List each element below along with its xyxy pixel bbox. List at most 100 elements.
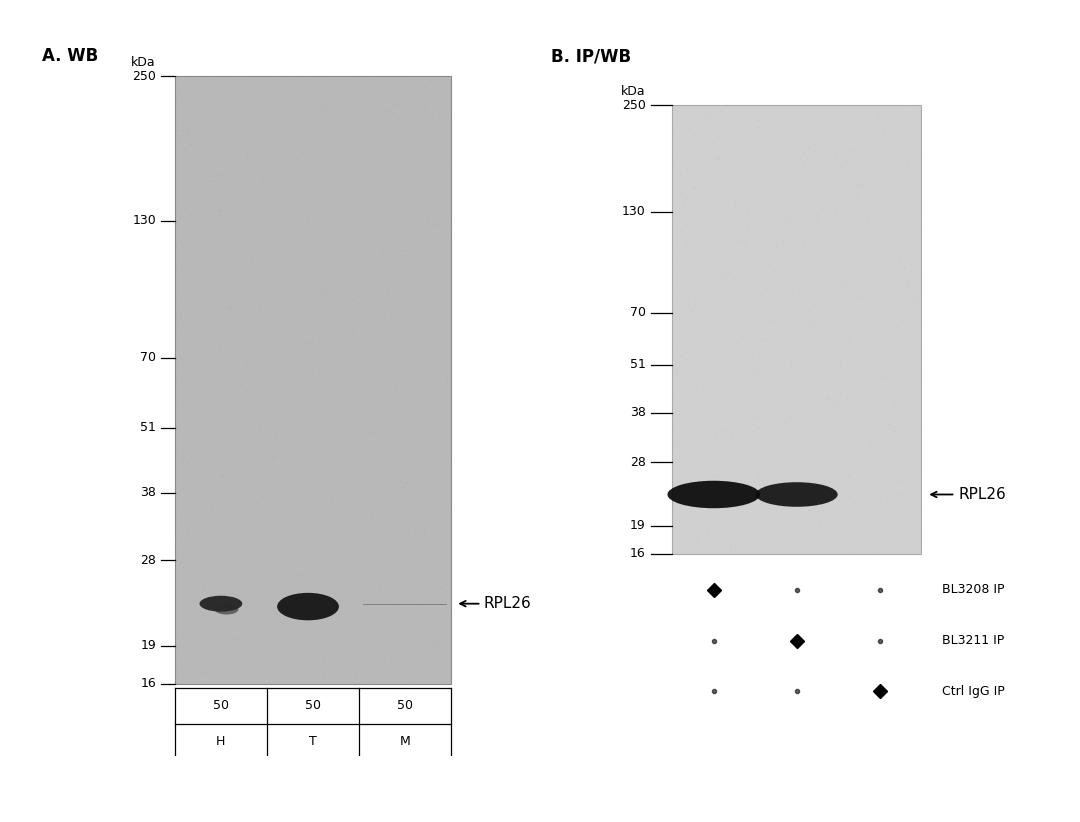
Point	[176, 618, 193, 631]
Point	[832, 217, 849, 230]
Point	[221, 230, 239, 243]
Point	[376, 492, 393, 506]
Point	[188, 145, 205, 158]
Point	[233, 341, 251, 354]
Point	[359, 81, 376, 95]
Point	[832, 160, 849, 173]
Point	[340, 464, 357, 477]
Point	[369, 141, 387, 155]
Point	[883, 164, 901, 177]
Point	[431, 207, 448, 220]
Point	[730, 395, 747, 409]
Point	[292, 401, 309, 414]
Point	[843, 459, 861, 473]
Point	[797, 357, 814, 370]
Point	[269, 590, 286, 603]
Point	[188, 479, 205, 492]
Point	[824, 254, 841, 267]
Point	[739, 347, 756, 360]
Point	[298, 532, 315, 545]
Point	[400, 396, 417, 409]
Point	[189, 658, 206, 672]
Point	[806, 299, 823, 312]
Point	[300, 163, 318, 176]
Point	[369, 641, 387, 654]
Point	[816, 321, 834, 334]
Point	[907, 320, 924, 333]
Point	[312, 408, 329, 421]
Point	[361, 262, 378, 275]
Point	[743, 339, 760, 353]
Point	[324, 476, 341, 489]
Point	[702, 404, 719, 418]
Point	[203, 89, 220, 102]
Point	[314, 390, 332, 403]
Point	[217, 524, 234, 537]
Point	[904, 417, 921, 430]
Point	[757, 125, 774, 138]
Point	[825, 224, 842, 238]
Point	[421, 441, 438, 455]
Point	[181, 677, 199, 690]
Point	[764, 114, 781, 127]
Point	[206, 238, 224, 251]
Point	[866, 433, 883, 446]
Point	[244, 385, 261, 398]
Point	[375, 436, 392, 449]
Point	[387, 423, 404, 436]
Point	[766, 153, 783, 166]
Point	[702, 279, 719, 293]
Point	[375, 104, 392, 117]
Point	[420, 379, 437, 392]
Point	[680, 282, 698, 295]
Point	[430, 219, 447, 232]
Point	[780, 279, 797, 292]
Point	[883, 154, 901, 167]
Point	[437, 123, 455, 136]
Point	[353, 318, 370, 331]
Point	[774, 164, 792, 177]
Point	[212, 435, 229, 448]
Point	[900, 397, 917, 410]
Point	[273, 109, 291, 122]
Point	[879, 211, 896, 224]
Point	[301, 141, 319, 155]
Point	[756, 270, 773, 283]
Point	[334, 358, 351, 372]
Point	[308, 606, 325, 619]
Point	[700, 178, 717, 191]
Point	[399, 380, 416, 393]
Point	[239, 367, 256, 381]
Point	[912, 314, 929, 327]
Point	[765, 514, 782, 527]
Point	[249, 298, 267, 311]
Point	[835, 308, 852, 321]
Point	[292, 450, 309, 463]
Point	[711, 237, 728, 250]
Point	[856, 299, 874, 312]
Point	[188, 436, 205, 449]
Point	[214, 122, 231, 135]
Point	[181, 104, 199, 117]
Point	[802, 182, 820, 196]
Point	[260, 308, 278, 321]
Point	[429, 270, 446, 284]
Point	[284, 545, 301, 558]
Point	[248, 502, 266, 515]
Point	[224, 310, 241, 323]
Point	[782, 206, 799, 219]
Point	[696, 354, 713, 367]
Point	[768, 325, 785, 338]
Point	[271, 387, 288, 400]
Point	[211, 336, 228, 349]
Point	[409, 270, 427, 283]
Point	[420, 668, 437, 681]
Point	[292, 281, 309, 294]
Point	[193, 187, 211, 201]
Point	[378, 289, 395, 302]
Point	[229, 362, 246, 375]
Point	[910, 533, 928, 546]
Point	[815, 157, 833, 170]
Point	[311, 365, 328, 378]
Point	[677, 197, 694, 210]
